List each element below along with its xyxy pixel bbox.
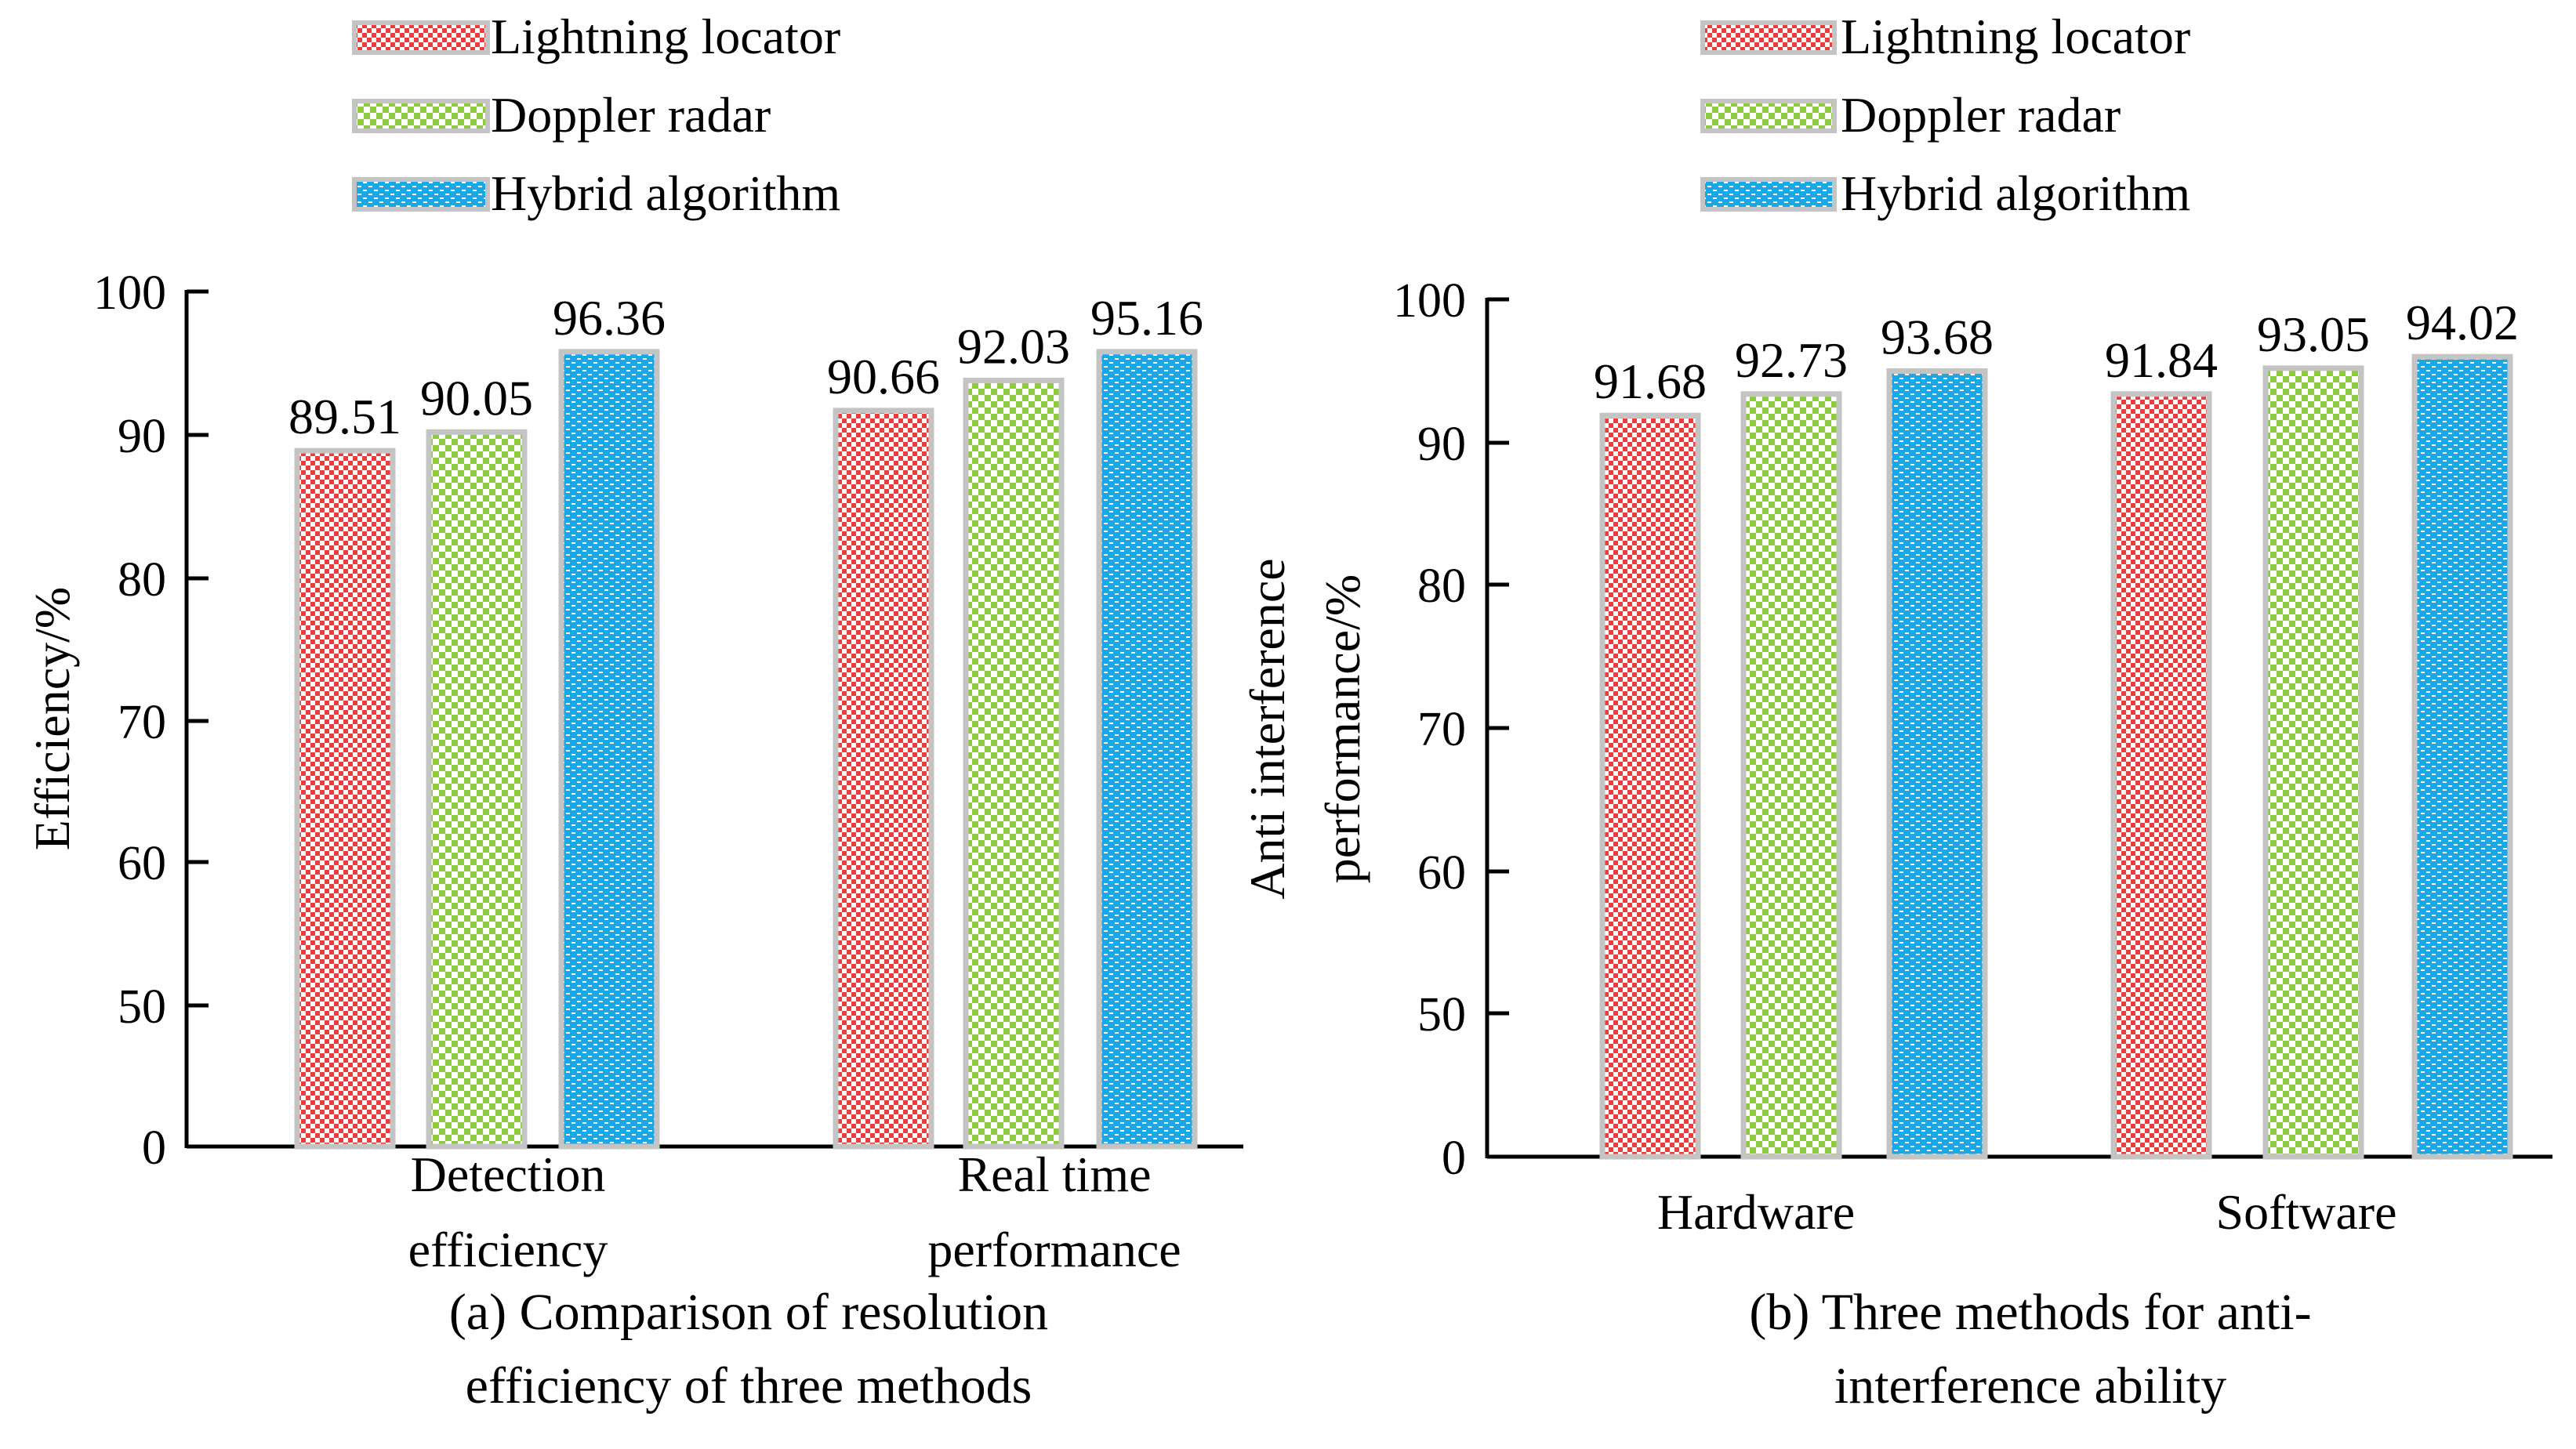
bars-b — [1599, 353, 2513, 1160]
bar-lightning-1 — [833, 408, 934, 1150]
y-tick-label: 0 — [142, 1121, 166, 1175]
bar-doppler-0 — [426, 429, 528, 1150]
legend-swatch-doppler — [1700, 99, 1837, 133]
caption-line: efficiency of three methods — [466, 1357, 1032, 1415]
category-labels-b: Hardware Software — [1657, 1184, 2397, 1240]
legend-label-hybrid: Hybrid algorithm — [491, 165, 840, 221]
category-labels-a: Detection efficiency Real time performance — [408, 1147, 1181, 1277]
bar-hybrid-0 — [1886, 368, 1988, 1160]
y-tick-label: 100 — [1393, 274, 1466, 328]
bar-doppler-1 — [963, 377, 1065, 1150]
y-tick-label: 100 — [93, 266, 166, 320]
y-axis-title: Anti interference — [1239, 558, 1295, 899]
y-axis-label-b: Anti interference performance/% — [1239, 558, 1370, 899]
value-label-lightning-0: 89.51 — [288, 389, 401, 444]
chart-panel-b: Lightning locator Doppler radar Hybrid alg… — [1239, 9, 2552, 1415]
bars-a — [294, 349, 1198, 1150]
bar-doppler-1 — [2262, 365, 2364, 1160]
bar-lightning-1 — [2110, 391, 2212, 1160]
caption-line: (b) Three methods for anti- — [1749, 1284, 2311, 1341]
y-axis-label-a: Efficiency/% — [24, 587, 80, 850]
value-label-hybrid-0: 96.36 — [553, 290, 666, 346]
bar-hybrid-1 — [1096, 349, 1198, 1150]
legend-label-doppler: Doppler radar — [1841, 87, 2121, 143]
category-label: Real time — [957, 1147, 1151, 1202]
legend-swatch-hybrid — [1700, 177, 1837, 212]
legend-swatch-lightning — [352, 20, 490, 55]
y-tick-label: 70 — [118, 696, 166, 749]
value-label-doppler-0: 90.05 — [420, 370, 533, 426]
y-tick-label: 0 — [1442, 1132, 1466, 1185]
y-axis-title: performance/% — [1315, 574, 1370, 883]
y-tick-label: 60 — [1417, 846, 1466, 900]
y-tick-label: 80 — [118, 553, 166, 607]
value-label-hybrid-1: 94.02 — [2406, 295, 2519, 350]
bar-lightning-0 — [294, 447, 396, 1150]
y-tick-label: 50 — [118, 980, 166, 1034]
y-tick-label: 70 — [1417, 703, 1466, 756]
caption-b: (b) Three methods for anti-interference … — [1749, 1284, 2311, 1415]
legend-label-doppler: Doppler radar — [491, 87, 771, 143]
value-label-doppler-0: 92.73 — [1735, 332, 1848, 388]
value-label-doppler-1: 92.03 — [957, 318, 1070, 374]
value-label-lightning-1: 91.84 — [2105, 332, 2218, 388]
y-tick-label: 50 — [1417, 988, 1466, 1041]
y-tick-label: 90 — [118, 410, 166, 463]
category-label: efficiency — [408, 1222, 608, 1277]
value-labels-a: 89.51 90.66 90.05 92.03 96.36 95.16 — [288, 290, 1203, 444]
caption-a: (a) Comparison of resolution efficiency o… — [449, 1284, 1048, 1415]
bar-doppler-0 — [1740, 391, 1842, 1160]
value-label-hybrid-1: 95.16 — [1090, 290, 1203, 346]
y-axis-title: Efficiency/% — [24, 587, 80, 850]
bar-hybrid-0 — [558, 349, 660, 1150]
axes-a: 100 90 80 70 60 50 0 — [93, 266, 1243, 1175]
legend-a: Lightning locator Doppler radar Hybrid alg… — [352, 9, 840, 221]
legend-swatch-doppler — [352, 99, 490, 133]
legend-b: Lightning locator Doppler radar Hybrid alg… — [1700, 9, 2190, 221]
category-label: Software — [2215, 1184, 2396, 1240]
y-tick-label: 80 — [1417, 560, 1466, 613]
legend-swatch-hybrid — [352, 177, 490, 212]
category-label: Hardware — [1657, 1184, 1855, 1240]
legend-label-lightning: Lightning locator — [1841, 9, 2190, 64]
bar-lightning-0 — [1599, 412, 1701, 1160]
value-label-lightning-1: 90.66 — [827, 349, 940, 404]
bar-hybrid-1 — [2411, 353, 2513, 1160]
legend-label-hybrid: Hybrid algorithm — [1841, 165, 2190, 221]
legend-swatch-lightning — [1700, 20, 1837, 55]
y-tick-label: 60 — [118, 837, 166, 890]
value-label-hybrid-0: 93.68 — [1881, 310, 1994, 365]
value-label-doppler-1: 93.05 — [2257, 306, 2370, 362]
caption-line: (a) Comparison of resolution — [449, 1284, 1048, 1341]
caption-line: interference ability — [1834, 1357, 2226, 1415]
value-label-lightning-0: 91.68 — [1594, 353, 1707, 409]
value-labels-b: 91.68 91.84 92.73 93.05 93.68 94.02 — [1594, 295, 2519, 409]
category-label: performance — [927, 1222, 1181, 1277]
legend-label-lightning: Lightning locator — [491, 9, 840, 64]
chart-panel-a: Lightning locator Doppler radar Hybrid alg… — [24, 9, 1243, 1415]
y-tick-label: 90 — [1417, 418, 1466, 471]
category-label: Detection — [411, 1147, 606, 1202]
